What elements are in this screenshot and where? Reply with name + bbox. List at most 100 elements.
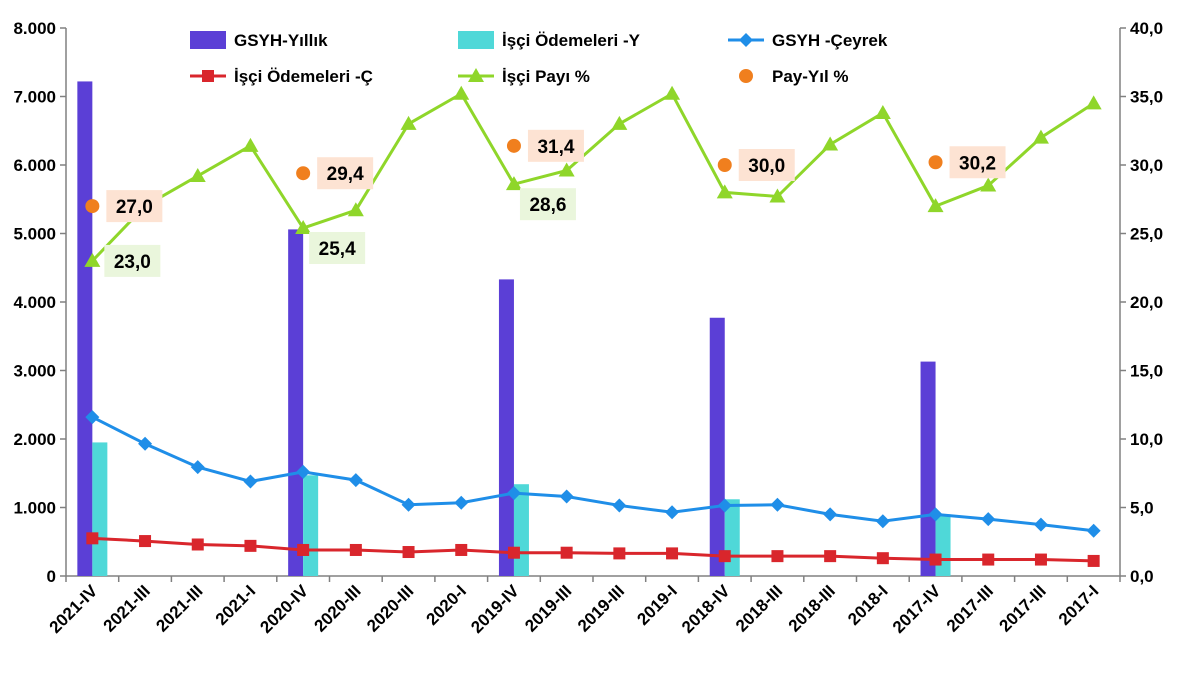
point-isci-odemeleri-c: [244, 539, 257, 552]
point-isci-odemeleri-c: [402, 546, 415, 559]
point-gsyh-ceyrek: [190, 460, 205, 475]
legend-label-pay-yil: Pay-Yıl %: [772, 67, 849, 86]
left-tick-label: 4.000: [13, 293, 56, 312]
point-pay-yil: [296, 166, 311, 181]
x-category-label: 2021-III: [100, 581, 154, 635]
point-isci-odemeleri-c: [666, 547, 679, 560]
point-gsyh-ceyrek: [348, 473, 363, 488]
data-label-box: [527, 129, 584, 162]
bar-isci-odemeleri-y: [724, 499, 740, 576]
point-gsyh-ceyrek: [1033, 517, 1048, 532]
point-isci-payi: [874, 104, 891, 119]
point-isci-payi: [242, 137, 259, 152]
point-isci-odemeleri-c: [929, 553, 942, 566]
point-gsyh-ceyrek: [138, 436, 153, 451]
data-label: 29,4: [327, 164, 364, 185]
point-isci-payi: [84, 252, 101, 267]
point-isci-odemeleri-c: [191, 538, 204, 551]
legend-marker-gsyh-ceyrek: [739, 33, 753, 47]
point-gsyh-ceyrek: [401, 497, 416, 512]
point-gsyh-ceyrek: [1086, 523, 1101, 538]
point-isci-odemeleri-c: [824, 550, 837, 563]
bar-gsyh-yillik: [77, 81, 93, 577]
legend-marker-isci-odemeleri-c: [202, 70, 214, 82]
point-isci-payi: [347, 202, 364, 217]
bar-gsyh-yillik: [288, 229, 304, 576]
point-gsyh-ceyrek: [454, 495, 469, 510]
left-tick-label: 3.000: [13, 362, 56, 381]
point-isci-payi: [1032, 129, 1049, 144]
point-isci-payi: [980, 177, 997, 192]
x-category-label: 2017-III: [996, 581, 1050, 635]
point-isci-payi: [822, 136, 839, 151]
point-isci-odemeleri-c: [1087, 554, 1100, 567]
right-tick-label: 40,0: [1130, 19, 1163, 38]
x-category-label: 2021-I: [212, 581, 260, 629]
legend-swatch-gsyh-yillik: [190, 31, 226, 49]
point-pay-yil: [717, 158, 732, 172]
x-category-label: 2018-I: [844, 581, 892, 629]
point-isci-odemeleri-c: [771, 550, 784, 563]
point-isci-payi: [558, 162, 575, 177]
point-gsyh-ceyrek: [85, 410, 100, 425]
point-isci-payi: [189, 167, 206, 182]
x-category-label: 2020-III: [363, 581, 417, 635]
data-label-box: [104, 244, 161, 277]
point-gsyh-ceyrek: [559, 489, 574, 504]
point-isci-payi: [927, 198, 944, 213]
point-isci-payi: [400, 115, 417, 130]
x-category-label: 2020-III: [310, 581, 364, 635]
left-tick-label: 2.000: [13, 430, 56, 449]
right-tick-label: 0,0: [1130, 567, 1154, 586]
x-category-label: 2021-IV: [46, 581, 102, 637]
point-isci-odemeleri-c: [982, 553, 995, 566]
data-label: 30,0: [748, 156, 785, 177]
point-gsyh-ceyrek: [928, 507, 943, 522]
bar-gsyh-yillik: [709, 317, 725, 576]
point-isci-odemeleri-c: [876, 552, 889, 565]
point-isci-odemeleri-c: [455, 543, 468, 556]
point-isci-odemeleri-c: [86, 532, 99, 545]
right-tick-label: 15,0: [1130, 362, 1163, 381]
bar-isci-odemeleri-y: [513, 484, 529, 576]
data-label-box: [317, 157, 374, 190]
x-category-label: 2017-III: [943, 581, 997, 635]
point-isci-odemeleri-c: [297, 543, 310, 556]
point-gsyh-ceyrek: [770, 497, 785, 512]
point-gsyh-ceyrek: [296, 464, 311, 479]
point-isci-payi: [769, 188, 786, 203]
point-gsyh-ceyrek: [665, 505, 680, 520]
data-label: 31,4: [537, 137, 574, 158]
point-isci-payi: [716, 184, 733, 199]
point-isci-odemeleri-c: [613, 547, 626, 560]
point-isci-payi: [664, 85, 681, 100]
series-line-isci-odemeleri-c: [92, 536, 1094, 563]
left-tick-label: 1.000: [13, 499, 56, 518]
legend-label-isci-payi: İşçi Payı %: [502, 67, 590, 86]
x-category-label: 2017-I: [1055, 581, 1103, 629]
data-label: 30,2: [959, 153, 996, 174]
left-tick-label: 7.000: [13, 88, 56, 107]
left-tick-label: 0: [47, 567, 56, 586]
x-category-label: 2018-IV: [678, 581, 734, 637]
point-gsyh-ceyrek: [243, 474, 258, 489]
point-gsyh-ceyrek: [981, 512, 996, 527]
series-line-gsyh-ceyrek: [91, 415, 1094, 533]
legend-label-isci-odemeleri-y: İşçi Ödemeleri -Y: [502, 31, 641, 50]
point-isci-odemeleri-c: [507, 546, 520, 559]
point-pay-yil: [928, 155, 943, 170]
right-tick-label: 25,0: [1130, 225, 1163, 244]
data-label-box: [309, 232, 366, 265]
point-pay-yil: [85, 199, 100, 214]
data-label: 27,0: [116, 197, 153, 218]
point-isci-payi: [505, 176, 522, 191]
legend-marker-pay-yil: [739, 69, 753, 83]
point-isci-payi: [295, 220, 312, 235]
point-gsyh-ceyrek: [612, 498, 627, 513]
series-line-isci-payi: [91, 91, 1095, 262]
point-isci-payi: [611, 115, 628, 130]
point-gsyh-ceyrek: [875, 514, 890, 529]
legend-marker-isci-payi: [468, 68, 484, 82]
